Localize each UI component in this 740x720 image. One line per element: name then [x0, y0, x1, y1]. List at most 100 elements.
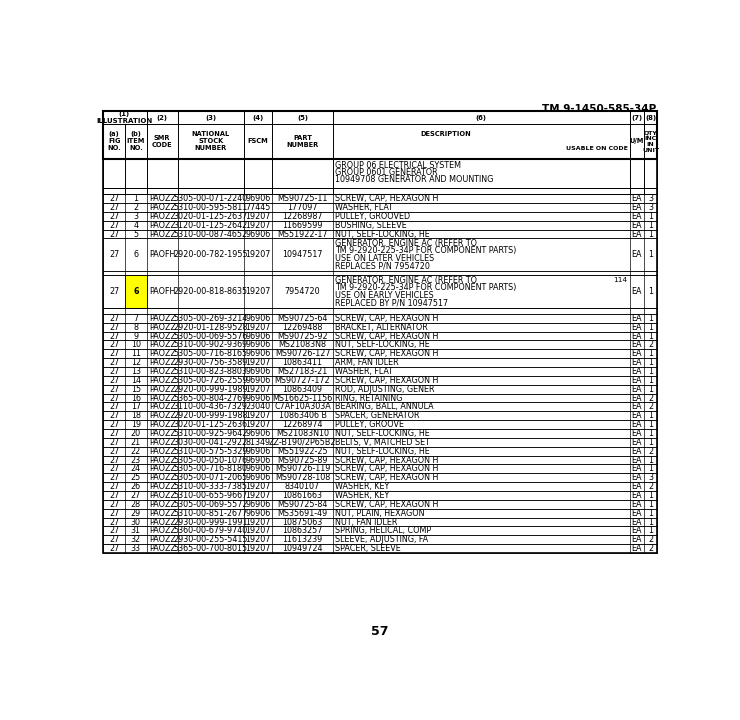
Text: C7AF10A303A: C7AF10A303A	[274, 402, 331, 411]
Text: 27: 27	[109, 464, 119, 473]
Text: 11613239: 11613239	[283, 535, 323, 544]
Text: 114: 114	[613, 277, 628, 284]
Text: 27: 27	[109, 429, 119, 438]
Text: SCREW, CAP, HEXAGON H: SCREW, CAP, HEXAGON H	[335, 456, 439, 464]
Text: 5365-00-700-8015: 5365-00-700-8015	[174, 544, 248, 553]
Text: 27: 27	[109, 230, 119, 238]
Text: PAOZZ: PAOZZ	[149, 221, 176, 230]
Text: PAOZZ: PAOZZ	[149, 332, 176, 341]
Text: 19207: 19207	[245, 544, 271, 553]
Text: 19: 19	[131, 420, 141, 429]
Text: PAOZZ: PAOZZ	[149, 438, 176, 447]
Text: WASHER, KEY: WASHER, KEY	[335, 491, 389, 500]
Bar	[104, 159, 656, 188]
Text: BRACKET, ALTERNATOR: BRACKET, ALTERNATOR	[335, 323, 428, 332]
Text: EA: EA	[632, 429, 642, 438]
Text: 27: 27	[109, 526, 119, 536]
Text: 26: 26	[131, 482, 141, 491]
Text: EA: EA	[632, 411, 642, 420]
Bar	[104, 314, 656, 323]
Text: 23040: 23040	[246, 402, 271, 411]
Text: 96906: 96906	[246, 349, 271, 359]
Text: EA: EA	[632, 376, 642, 385]
Text: 5305-00-269-3214: 5305-00-269-3214	[174, 314, 248, 323]
Text: 22: 22	[131, 446, 141, 456]
Text: 27: 27	[109, 482, 119, 491]
Text: 96906: 96906	[246, 446, 271, 456]
Text: PAOZZ: PAOZZ	[149, 323, 176, 332]
Text: EA: EA	[632, 349, 642, 359]
Text: 12268974: 12268974	[282, 420, 323, 429]
Text: 1: 1	[648, 526, 653, 536]
Text: 19207: 19207	[245, 287, 271, 296]
Text: PAOZZ: PAOZZ	[149, 367, 176, 376]
Bar	[104, 544, 656, 553]
Text: EA: EA	[632, 323, 642, 332]
Text: SCREW, CAP, HEXAGON H: SCREW, CAP, HEXAGON H	[335, 349, 439, 359]
Text: 1: 1	[648, 287, 653, 296]
Text: 27: 27	[109, 349, 119, 359]
Text: 1: 1	[648, 349, 653, 359]
Bar	[104, 464, 656, 473]
Bar	[104, 271, 656, 276]
Text: EA: EA	[632, 230, 642, 238]
Bar	[104, 535, 656, 544]
Text: 96906: 96906	[246, 314, 271, 323]
Text: EA: EA	[632, 456, 642, 464]
Text: (7): (7)	[631, 114, 642, 120]
Text: 8: 8	[133, 323, 138, 332]
Text: 27: 27	[109, 411, 119, 420]
Text: 1: 1	[648, 250, 653, 259]
Text: PAOZZ: PAOZZ	[149, 349, 176, 359]
Text: MS90725-89: MS90725-89	[278, 456, 328, 464]
Text: 27: 27	[109, 332, 119, 341]
Text: 27: 27	[131, 491, 141, 500]
Text: 18: 18	[131, 411, 141, 420]
Text: 1: 1	[648, 212, 653, 221]
Bar	[104, 394, 656, 402]
Text: 30: 30	[131, 518, 141, 526]
Text: 77445: 77445	[245, 203, 271, 212]
Text: 5305-00-069-5572: 5305-00-069-5572	[173, 500, 248, 509]
Text: 5305-00-726-2559: 5305-00-726-2559	[173, 376, 248, 385]
Text: 16: 16	[131, 394, 141, 402]
Bar	[104, 203, 656, 212]
Text: FSCM: FSCM	[248, 138, 269, 145]
Text: 19207: 19207	[245, 482, 271, 491]
Text: 7: 7	[133, 314, 138, 323]
Text: NUT, SELF-LOCKING, HE: NUT, SELF-LOCKING, HE	[335, 230, 430, 238]
Text: 10: 10	[131, 341, 141, 349]
Text: 11669599: 11669599	[282, 221, 323, 230]
Text: PAOZZ: PAOZZ	[149, 394, 176, 402]
Bar	[104, 367, 656, 376]
Text: 96906: 96906	[246, 194, 271, 203]
Text: MS16625-1156: MS16625-1156	[272, 394, 333, 402]
Text: 27: 27	[109, 358, 119, 367]
Bar	[104, 359, 656, 367]
Text: GROUP 06 ELECTRICAL SYSTEM: GROUP 06 ELECTRICAL SYSTEM	[335, 161, 461, 170]
Text: EA: EA	[632, 402, 642, 411]
Text: 12: 12	[131, 358, 141, 367]
Text: 1: 1	[648, 464, 653, 473]
Bar	[104, 221, 656, 230]
Text: PAOZZ: PAOZZ	[149, 376, 176, 385]
Text: 25: 25	[131, 473, 141, 482]
Bar	[104, 230, 656, 238]
Text: ARM, FAN IDLER: ARM, FAN IDLER	[335, 358, 399, 367]
Text: 33: 33	[131, 544, 141, 553]
Text: TM 9-1450-585-34P: TM 9-1450-585-34P	[542, 104, 656, 114]
Text: PAOZZ: PAOZZ	[149, 203, 176, 212]
Text: PAOZZ: PAOZZ	[149, 526, 176, 536]
Text: WASHER, KEY: WASHER, KEY	[335, 482, 389, 491]
Text: 10863406 B: 10863406 B	[278, 411, 326, 420]
Text: 27: 27	[109, 341, 119, 349]
Text: 96906: 96906	[246, 332, 271, 341]
Bar	[104, 188, 656, 194]
Text: 2920-00-999-1989: 2920-00-999-1989	[173, 384, 248, 394]
Text: EA: EA	[632, 358, 642, 367]
Text: EA: EA	[632, 332, 642, 341]
Text: SPRING, HELICAL, COMP: SPRING, HELICAL, COMP	[335, 526, 431, 536]
Text: 27: 27	[109, 491, 119, 500]
Text: U/M: U/M	[630, 138, 644, 145]
Text: 27: 27	[109, 500, 119, 509]
